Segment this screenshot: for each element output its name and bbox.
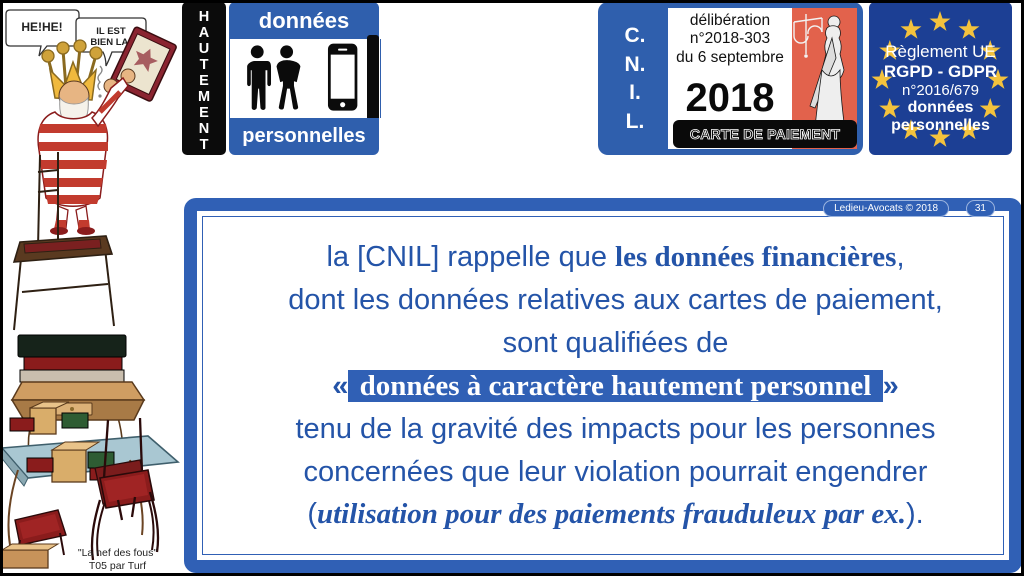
svg-text:HE!HE!: HE!HE! xyxy=(21,20,62,34)
svg-text:IL EST: IL EST xyxy=(96,26,126,37)
